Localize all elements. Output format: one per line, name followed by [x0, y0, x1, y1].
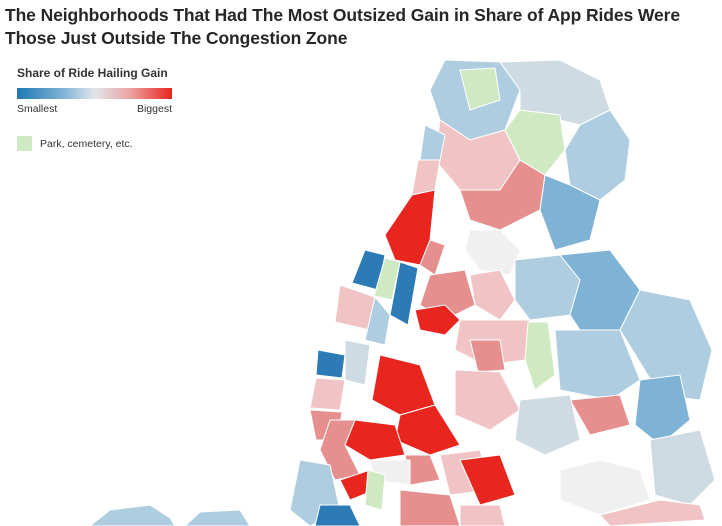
- region-southwest-edge2: [184, 509, 251, 526]
- region-manhattan-midtown: [364, 295, 391, 346]
- map-regions: [89, 59, 716, 526]
- legend: Share of Ride Hailing Gain Smallest Bigg…: [17, 66, 177, 115]
- region-brooklyn-bayridge: [314, 504, 361, 526]
- region-bronx-southeast: [539, 174, 601, 251]
- park-legend-label: Park, cemetery, etc.: [40, 137, 133, 150]
- region-brooklyn-greenpoint: [371, 354, 436, 416]
- region-manhattan-ues: [389, 261, 419, 326]
- region-bronx-park-north: [459, 67, 501, 111]
- region-queens-jamaica: [514, 394, 581, 456]
- region-brooklyn-crown: [459, 454, 516, 506]
- region-manhattan-washington-heights: [411, 159, 441, 196]
- region-queens-far-east: [649, 429, 716, 506]
- region-brooklyn-flatbush: [399, 489, 461, 526]
- region-queens-northwest: [469, 269, 516, 321]
- region-queens-southeast: [634, 374, 691, 446]
- region-bronx-east: [564, 109, 631, 201]
- park-legend: Park, cemetery, etc.: [17, 136, 133, 151]
- region-manhattan-village: [309, 377, 346, 411]
- legend-title: Share of Ride Hailing Gain: [17, 66, 168, 80]
- region-bronx-white: [464, 229, 521, 276]
- region-queens-ridgewood: [454, 369, 521, 431]
- region-brooklyn-park: [364, 469, 386, 511]
- region-central-park: [373, 257, 401, 301]
- chart-title: The Neighborhoods That Had The Most Outs…: [5, 5, 680, 48]
- region-queens-jfk: [559, 459, 651, 516]
- scale-high-label: Biggest: [136, 103, 172, 115]
- region-queens-woodside: [469, 339, 506, 373]
- region-bronx-park: [504, 109, 566, 176]
- scale-low-label: Smallest: [17, 103, 58, 115]
- region-southwest-edge: [89, 504, 176, 526]
- region-queens-lic: [414, 304, 461, 336]
- color-scale-bar: [17, 88, 172, 99]
- region-queens-mid: [554, 329, 641, 401]
- region-brooklyn-south: [459, 504, 506, 526]
- region-manhattan-lower: [344, 339, 371, 386]
- park-swatch: [17, 136, 32, 151]
- region-manhattan-chelsea: [315, 349, 346, 379]
- region-queens-rockaway: [599, 499, 706, 526]
- region-brooklyn-downtown: [344, 419, 406, 461]
- region-queens-south: [569, 394, 631, 436]
- scale-labels: Smallest Biggest: [17, 103, 172, 115]
- region-queens-flushing-meadows: [524, 321, 556, 391]
